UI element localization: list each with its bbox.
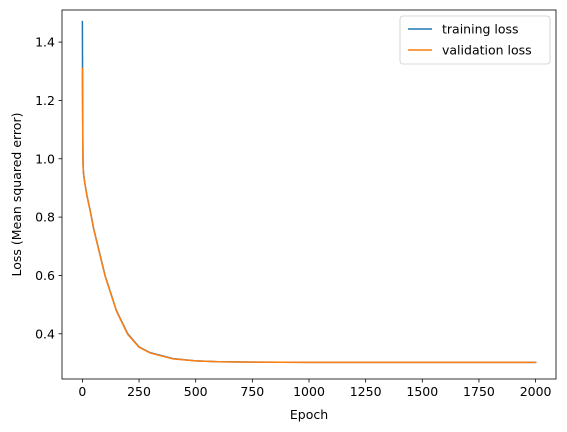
legend-box — [399, 15, 551, 65]
plot-area — [81, 20, 537, 364]
axes-frame — [61, 9, 557, 380]
x-axis-label: Epoch — [290, 407, 328, 422]
x-tick-label: 1000 — [293, 384, 325, 399]
x-tick-label: 0 — [78, 384, 86, 399]
x-tick-label: 1500 — [406, 384, 438, 399]
x-tick-label: 1750 — [463, 384, 495, 399]
series-line-validation-loss — [81, 67, 537, 364]
y-tick-label: 0.8 — [35, 210, 55, 225]
y-tick-label: 1.4 — [35, 35, 55, 50]
y-tick-label: 1.2 — [35, 93, 55, 108]
y-axis-label: Loss (Mean squared error) — [9, 113, 24, 277]
legend: training loss validation loss — [399, 15, 551, 65]
x-tick-label: 750 — [240, 384, 264, 399]
y-tick-label: 0.4 — [35, 326, 55, 341]
y-tick-label: 0.6 — [35, 268, 55, 283]
y-tick-label: 1.0 — [35, 151, 55, 166]
x-tick-label: 1250 — [350, 384, 382, 399]
legend-label: training loss — [442, 22, 519, 37]
axes: 0 250 500 750 1000 1250 1500 1750 2000 0.4 0.6 0.8 1… — [35, 9, 557, 399]
x-tick-label: 500 — [184, 384, 208, 399]
x-tick-label: 250 — [127, 384, 151, 399]
x-tick-label: 2000 — [520, 384, 552, 399]
series-line-training-loss — [81, 20, 537, 364]
legend-label: validation loss — [442, 43, 532, 58]
